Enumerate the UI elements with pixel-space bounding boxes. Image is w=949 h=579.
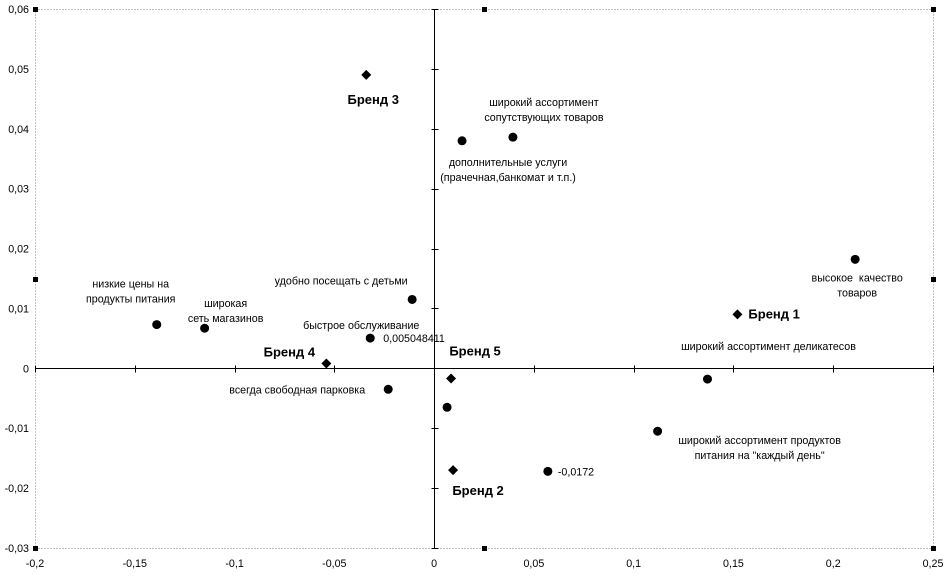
y-tick-label: 0,05 <box>8 64 29 76</box>
brand-label-text: Бренд 5 <box>449 344 500 359</box>
brand-label-text: Бренд 4 <box>264 345 316 360</box>
brand-label: Бренд 1 <box>748 306 799 321</box>
point-label: широкая сеть магазинов <box>188 298 264 325</box>
x-tick-label: -0,15 <box>123 558 147 570</box>
y-tick-label: 0,01 <box>8 303 29 315</box>
y-tick-label: 0,06 <box>8 4 29 16</box>
selection-handles <box>33 7 936 551</box>
point-label: дополнительные услуги (прачечная,банкомат… <box>440 157 576 184</box>
point-label-line: широкий ассортимент продуктов <box>678 435 841 447</box>
y-tick-label: 0 <box>23 363 29 375</box>
point-label-line: удобно посещать с детьми <box>275 275 408 287</box>
tick-labels: -0,2 -0,15 -0,1 -0,05 0 0,05 0,1 0,15 0,2 0,25 0,0… <box>5 4 944 570</box>
point-label-line: продукты питания <box>86 294 176 306</box>
point-label-line: сеть магазинов <box>188 313 264 325</box>
selection-handle[interactable] <box>931 277 936 282</box>
attribute-point <box>703 374 713 384</box>
selection-handle[interactable] <box>33 7 38 12</box>
point-label-line: питания на "каждый день" <box>695 450 825 462</box>
x-tick-label: 0,25 <box>923 558 944 570</box>
point-label-line: дополнительные услуги <box>449 157 567 169</box>
y-tick-label: 0,03 <box>8 184 29 196</box>
x-tick-label: 0,2 <box>826 558 841 570</box>
point-label-line: высокое качество <box>812 272 903 284</box>
y-tick-label: 0,02 <box>8 244 29 256</box>
selection-handle[interactable] <box>931 7 936 12</box>
data-points <box>152 69 860 476</box>
selection-handle[interactable] <box>33 277 38 282</box>
attribute-point <box>200 323 210 333</box>
point-label: низкие цены на продукты питания <box>86 279 176 306</box>
brand-point <box>446 373 457 384</box>
point-label-line: сопутствующих товаров <box>484 112 604 124</box>
x-tick-label: -0,2 <box>26 558 44 570</box>
point-label: высокое качество товаров <box>812 272 903 299</box>
point-labels: низкие цены на продукты питания широкая сет… <box>86 92 903 498</box>
point-label-line: широкий ассортимент деликатесов <box>681 341 856 353</box>
brand-label: Бренд 2 <box>452 483 503 498</box>
point-label-line: широкий ассортимент <box>489 97 598 109</box>
x-tick-label: -0,05 <box>322 558 346 570</box>
brand-label-text: Бренд 3 <box>348 92 399 107</box>
attribute-point <box>383 384 393 394</box>
attribute-point <box>508 132 518 142</box>
point-label-line: низкие цены на <box>92 279 169 291</box>
point-label-line: всегда свободная парковка <box>229 384 365 396</box>
x-tick-label: 0,1 <box>626 558 641 570</box>
brand-point <box>732 309 743 320</box>
point-label: всегда свободная парковка <box>229 384 365 396</box>
brand-label: Бренд 3 <box>348 92 399 107</box>
point-label: широкий ассортимент продуктов питания на … <box>678 435 841 462</box>
attribute-point <box>152 320 162 330</box>
point-label-line: товаров <box>837 287 877 299</box>
y-tick-label: -0,01 <box>5 423 29 435</box>
data-label: -0,0172 <box>558 466 594 478</box>
attribute-point <box>407 294 417 304</box>
brand-label-text: Бренд 2 <box>452 483 503 498</box>
selection-handle[interactable] <box>33 546 38 551</box>
selection-handle[interactable] <box>482 546 487 551</box>
point-label-line: широкая <box>204 298 247 310</box>
attribute-point <box>442 402 452 412</box>
attribute-point <box>850 254 860 264</box>
attribute-point <box>365 333 375 343</box>
brand-label-text: Бренд 1 <box>748 306 799 321</box>
point-label-line: (прачечная,банкомат и т.п.) <box>440 172 576 184</box>
y-tick-label: -0,02 <box>5 483 29 495</box>
x-tick-label: 0,05 <box>523 558 544 570</box>
point-label-line: быстрое обслуживание <box>303 320 419 332</box>
brand-point <box>448 465 459 476</box>
x-tick-label: 0 <box>431 558 437 570</box>
y-tick-label: 0,04 <box>8 124 29 136</box>
selection-handle[interactable] <box>482 7 487 12</box>
brand-point <box>361 69 372 80</box>
attribute-point <box>457 136 467 146</box>
point-label: широкий ассортимент сопутствующих товаров <box>484 97 604 124</box>
attribute-point <box>543 466 553 476</box>
brand-label: Бренд 5 <box>449 344 500 359</box>
x-tick-label: -0,1 <box>225 558 243 570</box>
point-label: удобно посещать с детьми <box>275 275 408 287</box>
brand-label: Бренд 4 <box>264 345 316 360</box>
data-label: 0,005048411 <box>383 333 445 345</box>
attribute-point <box>653 426 663 436</box>
selection-handle[interactable] <box>931 546 936 551</box>
axes <box>35 9 934 549</box>
point-label: широкий ассортимент деликатесов <box>681 341 856 353</box>
point-label: быстрое обслуживание <box>303 320 419 332</box>
brand-point <box>321 358 332 369</box>
x-tick-label: 0,15 <box>723 558 744 570</box>
y-tick-label: -0,03 <box>5 543 29 555</box>
